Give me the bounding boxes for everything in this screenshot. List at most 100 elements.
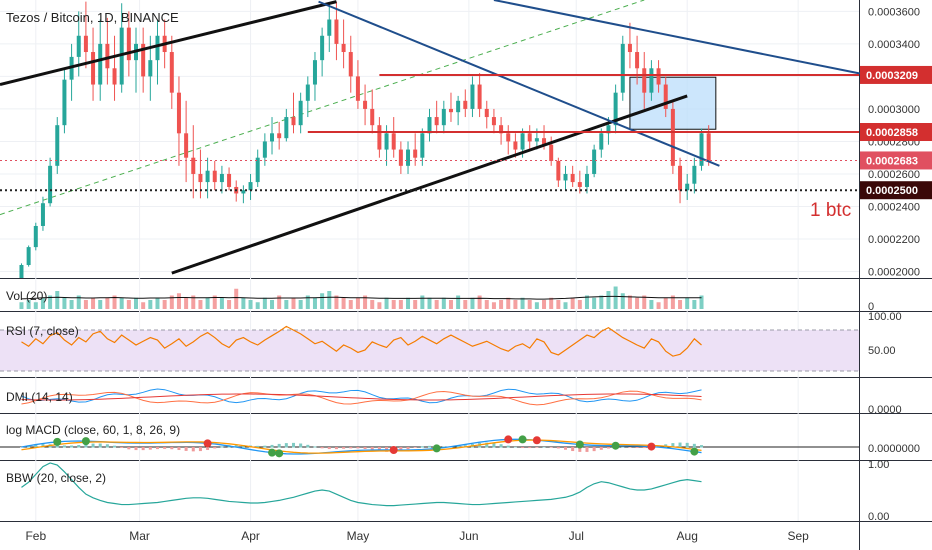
volume-bar xyxy=(363,295,368,309)
candle-body xyxy=(227,173,232,187)
macd-histogram-bar xyxy=(621,446,625,448)
candle-body xyxy=(327,19,332,36)
candle-body xyxy=(506,133,511,142)
volume-bar xyxy=(212,295,217,309)
candle-body xyxy=(112,68,117,85)
volume-bar xyxy=(506,297,511,309)
volume-bar xyxy=(62,297,67,309)
macd-histogram-bar xyxy=(84,444,88,448)
macd-histogram-bar xyxy=(120,447,124,448)
macd-histogram-bar xyxy=(420,446,424,448)
volume-bar xyxy=(105,297,110,309)
time-axis[interactable]: Feb Mar Apr May Jun Jul Aug Sep xyxy=(25,529,809,543)
candle-body xyxy=(427,117,432,134)
price-level-tag xyxy=(860,151,932,170)
macd-histogram-bar xyxy=(578,447,582,452)
volume-bar xyxy=(699,295,704,309)
macd-histogram-bar xyxy=(284,443,288,448)
macd-histogram-bar xyxy=(642,447,646,449)
volume-bar xyxy=(542,300,547,309)
candle-body xyxy=(391,133,396,150)
price-level-tag xyxy=(860,123,932,142)
price-axis-tick: 0.0003600 xyxy=(868,6,920,18)
price-level-tag-text: 0.0002858 xyxy=(866,127,918,139)
price-axis-tick: 0.0003000 xyxy=(868,104,920,116)
macd-axis-tick: 0.0000000 xyxy=(868,443,920,455)
volume-bar xyxy=(126,300,131,309)
volume-bar xyxy=(413,300,418,309)
candle-body xyxy=(184,133,189,158)
price-level-labels: 0.0003209 0.0002858 0.0002683 0.0002500 xyxy=(860,65,932,200)
macd-histogram-bar xyxy=(184,447,188,451)
volume-bar xyxy=(470,297,475,309)
volume-bar xyxy=(484,300,489,309)
macd-histogram-bar xyxy=(499,444,503,448)
macd-histogram-bar xyxy=(113,445,117,448)
volume-bar xyxy=(48,295,53,309)
rsi-axis-tick-100: 100.00 xyxy=(868,311,902,323)
candle-body xyxy=(98,43,103,85)
candle-body xyxy=(198,173,203,183)
macd-histogram-bar xyxy=(556,447,560,449)
candle-body xyxy=(384,133,389,150)
macd-histogram-bar xyxy=(428,445,431,448)
macd-cross-marker xyxy=(611,441,620,450)
macd-histogram-bar xyxy=(256,445,260,448)
macd-histogram-bar xyxy=(528,447,532,449)
volume-bar xyxy=(69,300,74,309)
volume-bar xyxy=(520,297,525,309)
candle-body xyxy=(191,157,196,174)
macd-histogram-bar xyxy=(485,442,489,448)
volume-bar xyxy=(642,295,647,309)
volume-bar xyxy=(40,297,45,309)
candle-body xyxy=(370,108,375,126)
candle-body xyxy=(48,165,53,204)
rsi-pane-title: RSI (7, close) xyxy=(6,324,79,338)
macd-histogram-bar xyxy=(134,447,138,451)
macd-histogram-bar xyxy=(521,447,525,449)
candle-body xyxy=(62,79,67,126)
price-level-tag-text: 0.0002683 xyxy=(866,155,918,167)
volume-bar xyxy=(635,297,640,309)
macd-histogram-bar xyxy=(98,443,102,448)
macd-histogram-bar xyxy=(127,447,131,450)
candle-body xyxy=(270,133,275,142)
volume-bar xyxy=(162,300,167,309)
macd-histogram-bar xyxy=(91,443,95,448)
macd-histogram-bar xyxy=(349,447,353,449)
candle-body xyxy=(141,43,146,77)
macd-histogram-bar xyxy=(635,447,639,449)
drawing-layer-front xyxy=(0,0,867,275)
time-axis-label: May xyxy=(347,529,370,543)
volume-bar xyxy=(685,297,690,309)
price-axis[interactable]: 0.00036000.00034000.00032000.00030000.00… xyxy=(868,6,920,278)
volume-axis-tick: 0 xyxy=(868,301,874,313)
bbw-pane-title: BBW (20, close, 2) xyxy=(6,471,106,485)
candle-body xyxy=(670,108,675,166)
macd-histogram-bar xyxy=(456,446,460,448)
candle-body xyxy=(212,170,217,183)
candle-body xyxy=(355,76,360,101)
volume-bar xyxy=(370,300,375,309)
candle-body xyxy=(441,108,446,126)
bbw-axis-tick-0: 0.00 xyxy=(868,511,889,523)
rsi-pane xyxy=(21,325,702,357)
volume-bar xyxy=(312,297,317,309)
volume-bar xyxy=(549,297,554,309)
macd-histogram-bar xyxy=(291,442,295,448)
candle-body xyxy=(527,133,532,142)
candle-body xyxy=(606,125,611,134)
dmi-pane-title: DMI (14, 14) xyxy=(6,390,73,404)
volume-bar xyxy=(406,297,411,309)
candle-body xyxy=(556,160,561,181)
time-axis-label: Aug xyxy=(677,529,698,543)
price-axis-tick: 0.0002000 xyxy=(868,266,920,278)
candle-body xyxy=(33,225,38,248)
macd-histogram-bar xyxy=(334,447,338,450)
macd-histogram-bar xyxy=(155,447,159,450)
volume-bar xyxy=(627,295,632,309)
volume-bar xyxy=(298,300,303,309)
price-level-tag-text: 0.0003209 xyxy=(866,70,918,82)
macd-histogram-bar xyxy=(700,445,704,448)
macd-histogram-bar xyxy=(206,447,210,451)
